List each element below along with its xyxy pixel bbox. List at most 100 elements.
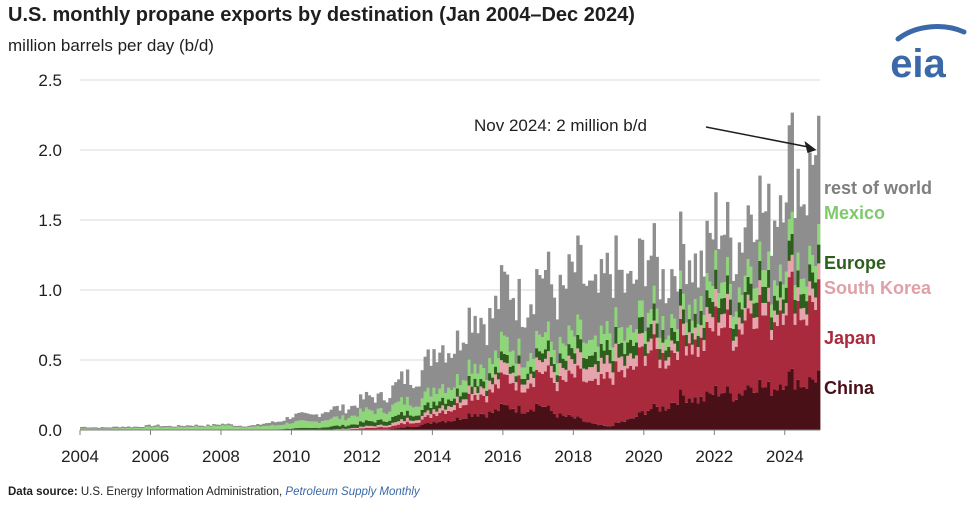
bar-segment [421, 370, 424, 398]
bar-segment [256, 426, 259, 430]
bar-segment [612, 372, 615, 384]
bar-segment [594, 424, 597, 430]
bar-segment [641, 346, 644, 411]
bar-segment [726, 387, 729, 430]
bar-segment [556, 417, 559, 430]
bar-segment [444, 422, 447, 430]
bar-segment [805, 389, 808, 430]
bar-segment [526, 412, 529, 430]
bar-segment [333, 417, 336, 426]
bar-segment [535, 348, 538, 357]
bar-segment [532, 314, 535, 359]
bar-segment [632, 346, 635, 359]
bar-segment [797, 380, 800, 430]
bar-segment [509, 367, 512, 374]
bar-segment [538, 360, 541, 372]
series-label: Mexico [824, 203, 885, 223]
bar-segment [679, 289, 682, 306]
bar-segment [612, 347, 615, 361]
bar-segment [544, 407, 547, 430]
bar-segment [562, 343, 565, 358]
bar-segment [559, 353, 562, 363]
bar-segment [755, 328, 758, 392]
bar-segment [794, 218, 797, 285]
bar-segment [497, 358, 500, 372]
bar-segment [647, 353, 650, 411]
bar-segment [620, 327, 623, 343]
bar-segment [779, 195, 782, 264]
bar-segment [453, 399, 456, 405]
bar-segment [432, 409, 435, 414]
bar-segment [656, 309, 659, 324]
bar-segment [441, 405, 444, 410]
bar-segment [752, 303, 755, 318]
bar-segment [802, 204, 805, 278]
data-source-publication[interactable]: Petroleum Supply Monthly [285, 486, 419, 498]
bar-segment [741, 295, 744, 309]
y-tick-label: 2.5 [38, 71, 62, 90]
bar-segment [497, 309, 500, 358]
bar-segment [553, 298, 556, 350]
bar-segment [579, 352, 582, 368]
bar-segment [606, 355, 609, 372]
bar-segment [673, 344, 676, 353]
bar-segment [506, 274, 509, 336]
bar-segment [588, 356, 591, 367]
bar-segment [456, 418, 459, 430]
bar-segment [644, 286, 647, 331]
bar-segment [371, 397, 374, 411]
bar-segment [500, 332, 503, 351]
bar-segment [368, 426, 371, 428]
bar-segment [506, 405, 509, 430]
bar-segment [400, 423, 403, 427]
bar-segment [335, 406, 338, 417]
bar-segment [732, 329, 735, 341]
bar-segment [227, 425, 230, 430]
bar-segment [708, 282, 711, 298]
bar-segment [315, 414, 318, 421]
bar-segment [106, 427, 109, 428]
bar-segment [650, 324, 653, 339]
bar-segment [406, 369, 409, 396]
bar-segment [685, 346, 688, 355]
bar-segment [183, 426, 186, 427]
bar-segment [541, 362, 544, 374]
bar-segment [388, 421, 391, 425]
bar-segment [565, 346, 568, 361]
bar-segment [424, 412, 427, 416]
bar-segment [459, 420, 462, 430]
bar-segment [412, 424, 415, 428]
bar-segment [623, 422, 626, 430]
bar-segment [333, 426, 336, 430]
x-tick-label: 2020 [625, 447, 663, 466]
bar-segment [506, 375, 509, 405]
bar-segment [697, 404, 700, 430]
bar-segment [744, 292, 747, 308]
bar-segment [782, 285, 785, 300]
bar-segment [500, 360, 503, 372]
bar-segment [585, 369, 588, 382]
bar-segment [479, 386, 482, 394]
bar-segment [735, 274, 738, 311]
bar-segment [747, 308, 750, 385]
bar-segment [391, 385, 394, 404]
bar-segment [462, 343, 465, 381]
bar-segment [359, 421, 362, 426]
bar-segment [148, 425, 151, 427]
bar-segment [567, 326, 570, 344]
bar-segment [195, 426, 198, 430]
bar-segment [697, 357, 700, 404]
bar-segment [562, 359, 565, 368]
bar-segment [585, 359, 588, 370]
bar-segment [794, 285, 797, 300]
bar-segment [186, 425, 189, 427]
bar-segment [782, 390, 785, 430]
bar-segment [485, 402, 488, 417]
bar-segment [585, 382, 588, 422]
bar-segment [559, 413, 562, 430]
bar-segment [723, 393, 726, 430]
bar-segment [573, 337, 576, 354]
bar-segment [752, 289, 755, 304]
bar-segment [573, 418, 576, 430]
